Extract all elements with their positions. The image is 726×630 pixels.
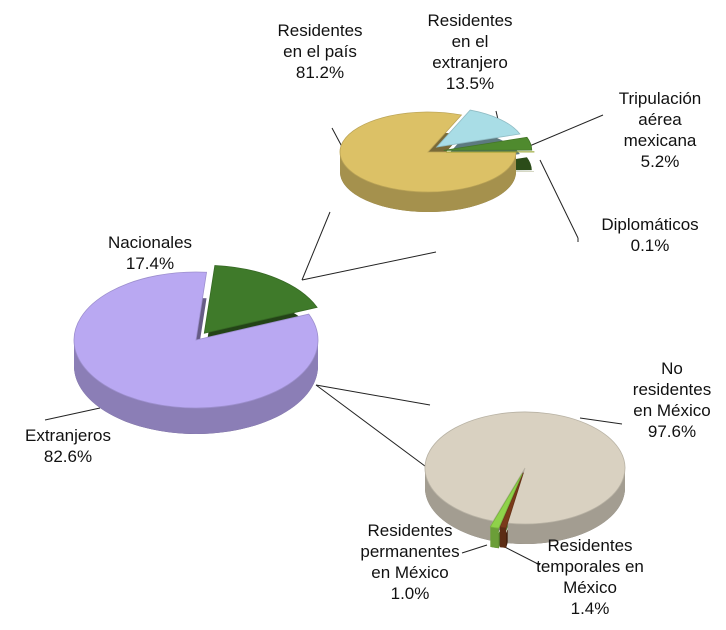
slice [489, 473, 523, 529]
leader-line [539, 159, 579, 239]
slice [499, 472, 524, 529]
slice-label: Extranjeros 82.6% [8, 425, 128, 467]
category-label: Residentes en el extranjero [427, 11, 513, 72]
category-label: Extranjeros [25, 426, 111, 445]
slice-label: Nacionales 17.4% [90, 232, 210, 274]
leader-line [44, 407, 101, 421]
slice-side [507, 468, 625, 544]
slice-label: Diplomáticos 0.1% [580, 214, 720, 256]
slice-label: Residentes temporales en México 1.4% [533, 535, 648, 619]
slice-side [425, 468, 494, 542]
connectors [44, 110, 623, 566]
category-label: Residentes en el país [277, 21, 363, 61]
value-label: 17.4% [125, 254, 175, 273]
pie [73, 265, 319, 434]
category-label: No residentes en México [632, 359, 712, 420]
value-label: 13.5% [445, 74, 495, 93]
slice [73, 271, 319, 409]
value-label: 97.6% [647, 422, 697, 441]
category-label: Nacionales [107, 233, 193, 252]
connector-line [315, 384, 434, 473]
connector-line [301, 211, 331, 281]
slice [435, 109, 521, 148]
slice-label: No residentes en México 97.6% [622, 358, 722, 442]
value-label: 0.1% [630, 236, 670, 255]
slice-side [499, 527, 507, 548]
category-label: Diplomáticos [601, 215, 699, 234]
pie [424, 411, 626, 549]
value-label: 82.6% [43, 447, 93, 466]
slice-side [490, 526, 499, 549]
slice-label: Residentes en el país 81.2% [270, 20, 370, 83]
value-label: 81.2% [295, 63, 345, 82]
pie [339, 109, 535, 212]
value-label: 1.0% [390, 584, 430, 603]
slice-label: Tripulación aérea mexicana 5.2% [605, 88, 715, 172]
slice [339, 111, 517, 193]
slice [443, 136, 533, 151]
connector-line [301, 251, 437, 281]
leader-line [461, 544, 488, 554]
value-label: 5.2% [640, 152, 680, 171]
slice-label: Residentes en el extranjero 13.5% [425, 10, 515, 94]
leader-line [519, 114, 604, 151]
connector-line [315, 384, 431, 406]
category-label: Residentes permanentes en México [360, 521, 460, 582]
slice-side [340, 152, 516, 212]
slice-side [74, 340, 318, 434]
slice [203, 265, 318, 334]
slice [424, 411, 626, 525]
category-label: Tripulación aérea mexicana [618, 89, 702, 150]
value-label: 1.4% [570, 599, 610, 618]
slice-label: Residentes permanentes en México 1.0% [353, 520, 468, 604]
category-label: Residentes temporales en México [536, 536, 644, 597]
leader-line [579, 417, 623, 425]
